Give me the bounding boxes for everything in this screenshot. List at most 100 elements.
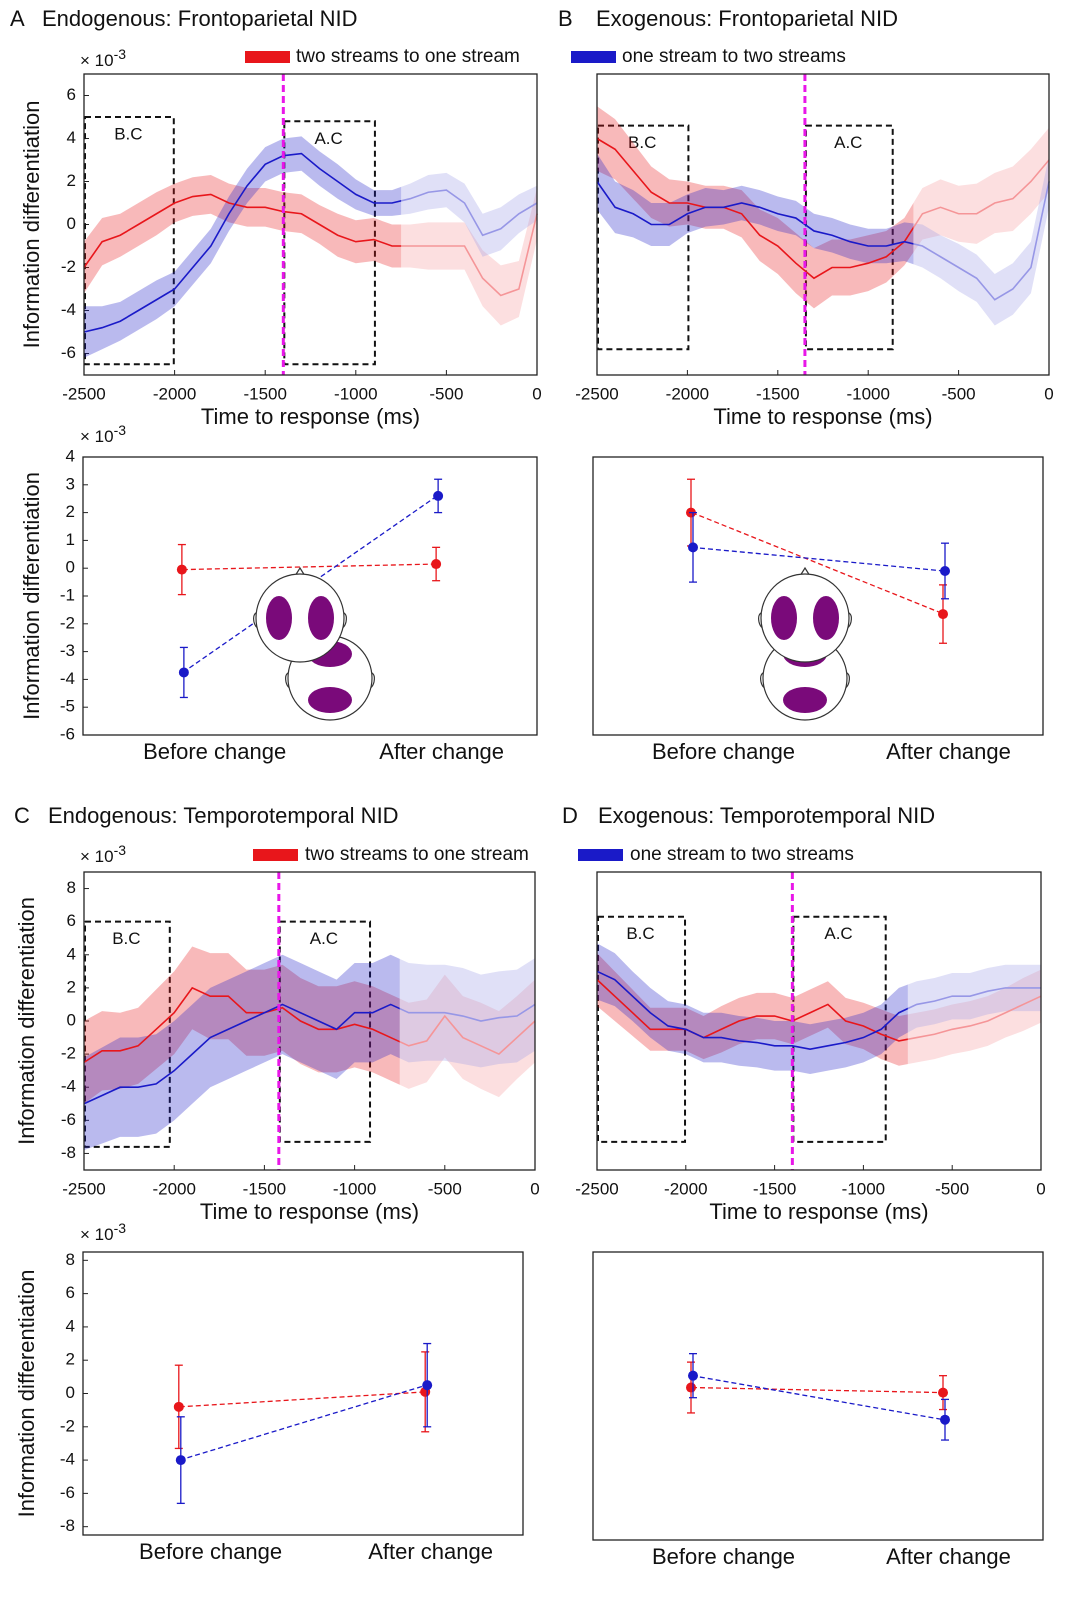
x-tick-label: After change <box>368 1539 493 1564</box>
y-scale-label: × 10-3 <box>80 422 126 447</box>
panel-title: Endogenous: Temporotemporal NID <box>48 803 399 828</box>
x-tick-label: -500 <box>429 384 463 403</box>
point <box>938 609 948 620</box>
annotation-box <box>597 124 690 351</box>
y-tick-label: -4 <box>61 300 76 319</box>
y-scale-base: × 10 <box>80 1225 114 1244</box>
x-tick-label: Before change <box>143 739 286 764</box>
annotation-label: B.C <box>626 924 654 943</box>
faded-region <box>913 74 1049 375</box>
x-tick-label: -2000 <box>666 384 709 403</box>
y-tick-label: -1 <box>60 585 75 604</box>
plot-frame <box>82 456 538 736</box>
annotation-box <box>804 124 894 351</box>
head-icon-d <box>758 566 852 663</box>
y-tick-label: 8 <box>66 1250 75 1269</box>
x-tick-label: Before change <box>139 1539 282 1564</box>
x-tick-label: -1000 <box>846 384 889 403</box>
legend-swatch <box>578 849 623 861</box>
point <box>176 564 187 575</box>
y-scale-base: × 10 <box>80 847 114 866</box>
x-tick-label: 0 <box>532 384 541 403</box>
annotation-box <box>597 915 687 1143</box>
annotation-box <box>84 116 175 366</box>
point <box>940 1414 950 1425</box>
error-band <box>84 175 537 326</box>
y-tick-label: 0 <box>67 1010 76 1029</box>
y-tick-label: 0 <box>66 558 75 577</box>
y-scale-exponent: -3 <box>114 422 127 438</box>
y-tick-label: 4 <box>66 446 75 465</box>
x-tick-label: After change <box>886 1544 1011 1569</box>
point <box>433 490 444 501</box>
connector <box>179 1384 427 1461</box>
legend-label: two streams to one stream <box>296 46 520 67</box>
y-axis-label: Information differentiation <box>14 897 39 1145</box>
y-tick-label: 4 <box>67 128 76 147</box>
y-tick-label: 2 <box>66 1350 75 1369</box>
panel: C Endogenous: Temporotemporal NID × 10-3 In… <box>14 803 854 1224</box>
y-scale-exponent: -3 <box>114 46 127 62</box>
x-tick-label: After change <box>379 739 504 764</box>
y-tick-label: -3 <box>60 641 75 660</box>
x-tick-label: -2000 <box>153 384 196 403</box>
y-tick-label: 6 <box>67 911 76 930</box>
annotation-box <box>84 920 171 1148</box>
x-tick-label: -1500 <box>753 1179 796 1198</box>
x-tick-label: -1500 <box>756 384 799 403</box>
y-scale-label: × 10-3 <box>80 1220 126 1245</box>
y-tick-label: 6 <box>66 1283 75 1302</box>
connector <box>691 511 945 615</box>
legend-label: two streams to one stream <box>305 844 529 865</box>
x-tick-label: -2500 <box>62 1179 105 1198</box>
y-tick-label: 2 <box>67 977 76 996</box>
point <box>422 1380 433 1391</box>
annotation-label: A.C <box>824 924 852 943</box>
y-tick-label: -6 <box>60 1483 75 1502</box>
panel: Before change After change <box>592 1251 1044 1569</box>
plot-frame <box>592 456 1044 736</box>
x-tick-label: -1000 <box>334 384 377 403</box>
x-tick-label: 0 <box>1036 1179 1045 1198</box>
point <box>940 565 950 576</box>
legend-label: one stream to two streams <box>630 844 854 865</box>
point <box>686 1382 696 1393</box>
y-scale-exponent: -3 <box>114 842 127 858</box>
x-axis-label: Time to response (ms) <box>713 404 932 429</box>
x-tick-label: -1500 <box>243 384 286 403</box>
x-tick-label: -2500 <box>575 384 618 403</box>
x-axis-label: Time to response (ms) <box>200 1199 419 1224</box>
x-tick-label: -1000 <box>333 1179 376 1198</box>
x-tick-label: -1000 <box>842 1179 885 1198</box>
y-tick-label: -2 <box>60 1416 75 1435</box>
point <box>178 667 189 678</box>
legend-label: one stream to two streams <box>622 46 846 67</box>
x-tick-label: Before change <box>652 1544 795 1569</box>
y-tick-label: -5 <box>60 697 75 716</box>
y-tick-label: -4 <box>61 1077 76 1096</box>
y-tick-label: -2 <box>61 1044 76 1063</box>
y-tick-label: 6 <box>67 85 76 104</box>
legend-swatch <box>253 849 298 861</box>
point <box>431 559 442 570</box>
plot-frame <box>83 73 538 376</box>
y-scale-label: × 10-3 <box>80 46 126 71</box>
x-tick-label: -2000 <box>664 1179 707 1198</box>
y-tick-label: -2 <box>61 257 76 276</box>
plot-frame <box>83 871 536 1171</box>
annotation-label: B.C <box>628 133 656 152</box>
plot-frame <box>596 871 1042 1171</box>
panel-title: Endogenous: Frontoparietal NID <box>42 6 358 31</box>
x-tick-label: After change <box>886 739 1011 764</box>
panel-letter: B <box>558 6 573 31</box>
y-tick-label: 0 <box>66 1383 75 1402</box>
y-tick-label: -6 <box>60 724 75 743</box>
y-tick-label: 8 <box>67 878 76 897</box>
x-tick-label: 0 <box>1044 384 1053 403</box>
point <box>688 1370 698 1381</box>
point <box>938 1387 948 1398</box>
x-tick-label: -500 <box>942 384 976 403</box>
panel-letter: C <box>14 803 30 828</box>
y-tick-label: -4 <box>60 669 75 688</box>
